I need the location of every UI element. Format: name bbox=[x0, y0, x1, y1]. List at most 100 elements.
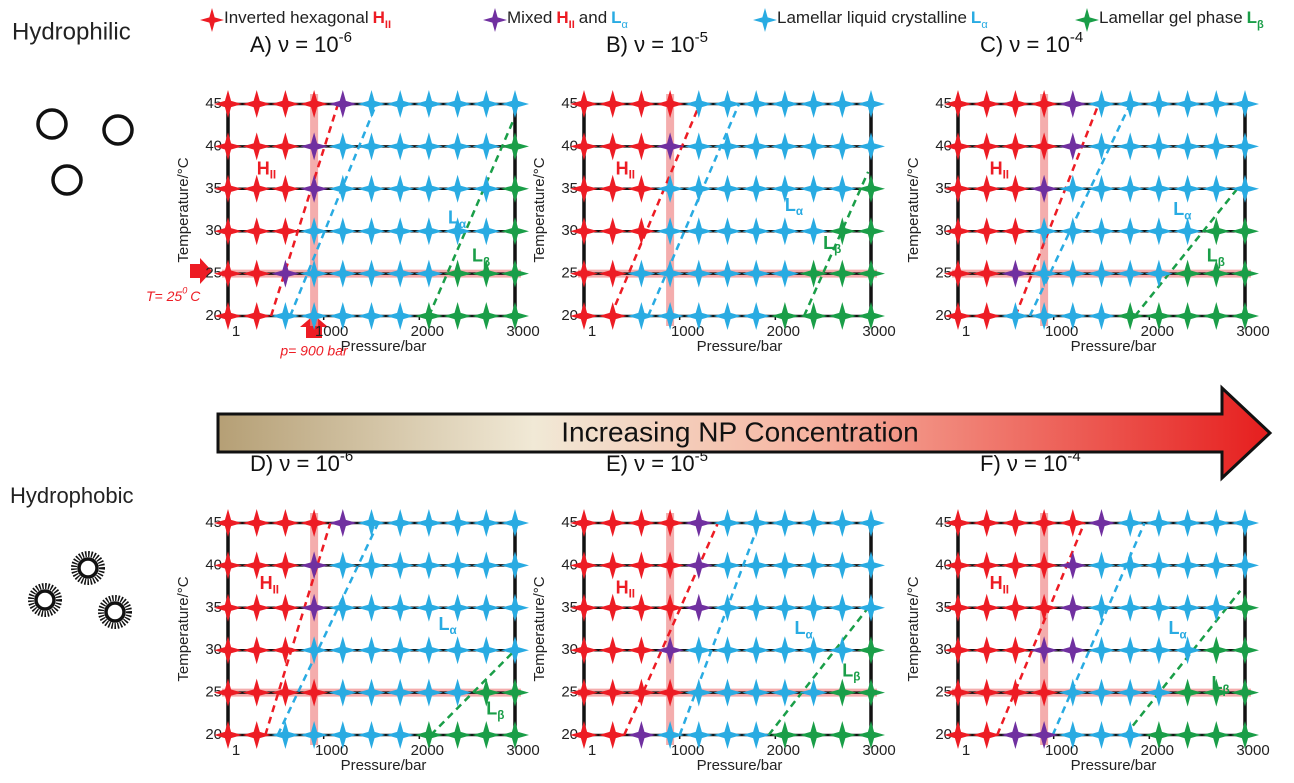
phase-point bbox=[414, 132, 443, 161]
phase-point bbox=[972, 174, 1001, 203]
phase-point bbox=[242, 302, 271, 330]
phase-point bbox=[1058, 259, 1087, 288]
phase-point bbox=[300, 551, 329, 580]
phase-point bbox=[1231, 551, 1259, 580]
phase-point bbox=[472, 721, 501, 749]
y-tick-label: 40 bbox=[935, 556, 952, 573]
phase-point bbox=[1202, 721, 1231, 749]
text-part: β bbox=[483, 256, 490, 269]
phase-point bbox=[214, 593, 242, 622]
text-part: L bbox=[1212, 673, 1223, 693]
text-part: H bbox=[373, 8, 385, 27]
phase-boundary bbox=[1014, 103, 1100, 317]
phase-point bbox=[300, 636, 329, 665]
phase-boundary bbox=[276, 522, 380, 736]
panel-title: B) ν = 10-5 bbox=[606, 29, 708, 57]
phase-point bbox=[627, 302, 656, 330]
hydrophobic-nanoparticles bbox=[28, 551, 132, 629]
y-tick-label: 45 bbox=[935, 95, 952, 112]
phase-point bbox=[1001, 90, 1030, 118]
phase-point bbox=[1202, 174, 1231, 203]
phase-point bbox=[944, 678, 972, 707]
phase-point bbox=[300, 593, 329, 622]
phase-point bbox=[1144, 90, 1173, 118]
y-tick-label: 25 bbox=[205, 684, 222, 701]
phase-point bbox=[742, 678, 771, 707]
phase-label: Lβ bbox=[823, 233, 841, 257]
phase-point bbox=[443, 90, 472, 118]
annotation: T= 250 C bbox=[146, 286, 201, 304]
phase-point bbox=[742, 509, 771, 537]
phase-point bbox=[1116, 90, 1145, 118]
phase-point bbox=[214, 721, 242, 749]
panel-title: D) ν = 10-6 bbox=[250, 448, 353, 476]
phase-boundary bbox=[609, 103, 701, 317]
phase-point bbox=[684, 593, 713, 622]
y-tick-label: 40 bbox=[205, 137, 222, 154]
phase-point bbox=[656, 593, 685, 622]
phase-point bbox=[627, 90, 656, 118]
y-tick-label: 35 bbox=[935, 599, 952, 616]
phase-point bbox=[1087, 174, 1116, 203]
phase-point bbox=[857, 174, 885, 203]
title-exponent: -4 bbox=[1070, 29, 1083, 46]
phase-point bbox=[214, 302, 242, 330]
phase-point bbox=[972, 509, 1001, 537]
phase-point bbox=[414, 551, 443, 580]
phase-point bbox=[271, 302, 300, 330]
annotation: p= 900 bar bbox=[279, 343, 349, 359]
phase-point bbox=[1001, 259, 1030, 288]
phase-point bbox=[242, 259, 271, 288]
phase-point bbox=[1173, 509, 1202, 537]
y-tick-label: 35 bbox=[561, 599, 578, 616]
annotation-arrow bbox=[190, 258, 212, 284]
phase-point bbox=[1173, 90, 1202, 118]
y-tick-label: 20 bbox=[561, 726, 578, 743]
x-tick-label: 1 bbox=[232, 742, 240, 759]
phase-point bbox=[799, 721, 828, 749]
hydrophilic-nanoparticles bbox=[36, 108, 134, 196]
phase-point bbox=[271, 593, 300, 622]
y-tick-label: 30 bbox=[205, 222, 222, 239]
phase-boundary bbox=[802, 171, 870, 317]
phase-point bbox=[1116, 551, 1145, 580]
phase-point bbox=[570, 593, 598, 622]
phase-point bbox=[799, 302, 828, 330]
phase-point bbox=[713, 132, 742, 161]
phase-point bbox=[1116, 132, 1145, 161]
phase-point bbox=[944, 636, 972, 665]
phase-point bbox=[828, 593, 857, 622]
phase-point bbox=[1001, 217, 1030, 246]
phase-point bbox=[684, 551, 713, 580]
text-part: H bbox=[990, 158, 1003, 178]
phase-point bbox=[1202, 217, 1231, 246]
phase-point bbox=[1001, 174, 1030, 203]
phase-point bbox=[799, 217, 828, 246]
phase-point bbox=[443, 174, 472, 203]
phase-point bbox=[1030, 721, 1059, 749]
phase-point bbox=[713, 302, 742, 330]
phase-point bbox=[713, 551, 742, 580]
phase-point bbox=[1001, 509, 1030, 537]
phase-point bbox=[1202, 509, 1231, 537]
phase-point bbox=[414, 678, 443, 707]
phase-point bbox=[300, 174, 329, 203]
x-tick-label: 3000 bbox=[1236, 323, 1269, 340]
phase-point bbox=[1030, 636, 1059, 665]
text-part: L bbox=[794, 618, 805, 638]
phase-point bbox=[1144, 551, 1173, 580]
phase-point bbox=[713, 90, 742, 118]
phase-point bbox=[598, 217, 627, 246]
phase-point bbox=[357, 509, 386, 537]
y-tick-label: 20 bbox=[935, 307, 952, 324]
phase-point bbox=[944, 132, 972, 161]
phase-point bbox=[570, 259, 598, 288]
phase-point bbox=[799, 259, 828, 288]
x-tick-label: 1000 bbox=[315, 323, 348, 340]
phase-point bbox=[386, 217, 415, 246]
y-tick-label: 35 bbox=[205, 599, 222, 616]
phase-point bbox=[501, 593, 529, 622]
phase-point bbox=[501, 132, 529, 161]
text-part: II bbox=[1003, 583, 1010, 596]
phase-point bbox=[598, 509, 627, 537]
